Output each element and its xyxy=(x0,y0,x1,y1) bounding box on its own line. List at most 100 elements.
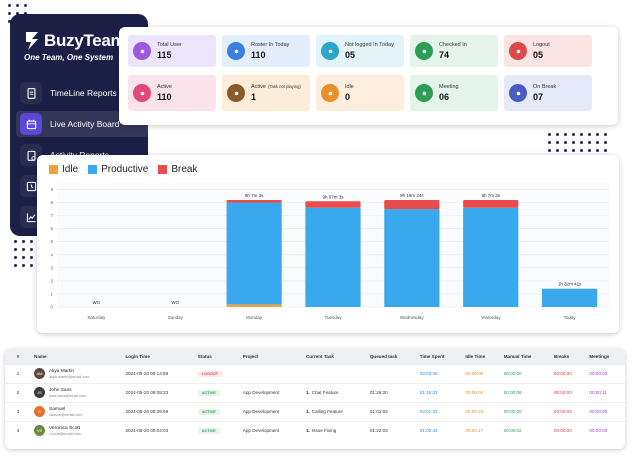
legend-item-productive[interactable]: Productive xyxy=(88,164,148,175)
employee-email: v.scott@email.com xyxy=(49,431,81,436)
decorative-dots xyxy=(548,133,607,152)
users-icon xyxy=(133,42,151,60)
employee-cell: AM Aliya Martin aliya.martin@email.com xyxy=(31,363,123,383)
bar-break-yesterday[interactable] xyxy=(463,199,519,208)
stat-sublabel: (Task not playing) xyxy=(267,83,301,89)
stat-card-text: Active 110 xyxy=(157,84,172,102)
legend-item-idle[interactable]: Idle xyxy=(49,164,78,175)
trend-chart-icon xyxy=(20,206,42,228)
legend-item-break[interactable]: Break xyxy=(158,164,198,175)
column-header[interactable]: # xyxy=(16,353,20,359)
sidebar-item-timeline-reports[interactable]: TimeLine Reports xyxy=(16,80,148,106)
column-header[interactable]: Current Task xyxy=(305,353,334,359)
bar-break-wednesday[interactable] xyxy=(384,199,440,210)
stat-card-meeting[interactable]: Meeting 06 xyxy=(410,75,498,111)
legend-swatch xyxy=(88,165,98,174)
time-spent: 03:03:30 xyxy=(416,363,463,383)
current-task[interactable]: Issue Fixing xyxy=(311,428,337,434)
bar-productive-tuesday[interactable] xyxy=(305,207,361,307)
stat-card-logout[interactable]: Logout 05 xyxy=(504,35,592,67)
stat-label: Checked In xyxy=(439,42,467,48)
bar-productive-monday[interactable] xyxy=(226,202,282,305)
stat-card-text: Idle 0 xyxy=(345,84,354,102)
stat-card-checked-in[interactable]: Checked In 74 xyxy=(410,35,498,67)
employee[interactable]: S Samuel samuel@email.com xyxy=(34,406,120,417)
document-icon xyxy=(20,82,42,104)
stat-label: Active xyxy=(157,84,172,90)
stat-value: 07 xyxy=(533,92,544,103)
employee[interactable]: AM Aliya Martin aliya.martin@email.com xyxy=(34,368,120,379)
idle-time: 00:00:17 xyxy=(462,420,501,440)
stat-label: Total User xyxy=(157,42,182,48)
active-user-icon xyxy=(133,84,151,102)
meetings-time: 00:00:00 xyxy=(586,420,625,440)
avatar: JS xyxy=(34,387,45,398)
employee[interactable]: JS John Sans john.sans@email.com xyxy=(34,387,120,398)
project: App Development xyxy=(239,382,303,402)
column-header[interactable]: Idle Time xyxy=(465,353,486,359)
status-badge: LOGOUT xyxy=(197,370,223,377)
current-task-cell: 1. Calling Feature xyxy=(302,401,367,421)
brand-tagline: One Team, One System xyxy=(24,53,114,62)
sidebar-item-trend-chart[interactable] xyxy=(16,204,148,230)
y-tick-label: 8 xyxy=(50,200,53,205)
bar-productive-today[interactable] xyxy=(541,288,598,307)
avatar: AM xyxy=(34,368,45,379)
stat-card-text: On Break 07 xyxy=(533,84,556,102)
column-header[interactable]: Time Spent xyxy=(419,353,445,359)
brand-logo[interactable]: BuzyTeam One Team, One System xyxy=(24,30,126,62)
table-row[interactable]: 2 JS John Sans john.sans@email.com 2024-05-2… xyxy=(5,382,625,402)
bar-break-monday[interactable] xyxy=(226,199,282,203)
stat-value: 115 xyxy=(157,50,172,61)
column-header[interactable]: Project xyxy=(242,353,259,359)
column-header[interactable]: Breaks xyxy=(553,353,570,359)
employee-activity-table: # Name Login Time Status Project Current Task… xyxy=(5,349,625,440)
legend-label: Idle xyxy=(62,164,79,175)
task-number: 1. xyxy=(305,390,310,395)
queued-task xyxy=(366,363,417,383)
table-row[interactable]: 3 S Samuel samuel@email.com 2024-05-20 09:39… xyxy=(5,401,625,421)
current-task[interactable]: Chat Feature xyxy=(311,390,339,395)
column-header[interactable]: Manual Time xyxy=(503,353,532,359)
breaks-time: 00:00:00 xyxy=(550,382,587,402)
x-tick-label: Sunday xyxy=(168,315,184,320)
stat-card-roster-in-today[interactable]: Roster In Today 110 xyxy=(222,35,310,67)
stat-card-idle[interactable]: Idle 0 xyxy=(316,75,404,111)
column-header[interactable]: Meetings xyxy=(589,353,610,359)
sidebar-item-label: TimeLine Reports xyxy=(50,88,117,98)
avatar: VS xyxy=(34,425,45,437)
x-tick-label: Tuesday xyxy=(324,315,342,320)
status-badge: ACTIVE xyxy=(197,427,220,434)
stat-card-active[interactable]: Active (Task not playing) 1 xyxy=(222,75,310,111)
bar-productive-yesterday[interactable] xyxy=(463,207,519,307)
stat-label: Idle xyxy=(345,84,354,90)
column-header[interactable]: Status xyxy=(197,353,212,359)
stat-value: 74 xyxy=(439,50,450,61)
current-task[interactable]: Calling Feature xyxy=(311,409,343,414)
brand-name: BuzyTeam xyxy=(44,31,126,50)
stat-card-active[interactable]: Active 110 xyxy=(128,75,216,111)
stat-label-text: Logout xyxy=(533,41,550,48)
stat-label: Meeting xyxy=(439,84,459,90)
bar-productive-wednesday[interactable] xyxy=(384,209,440,307)
column-header[interactable]: Queued task xyxy=(369,353,398,359)
sidebar-item-label: Live Activity Board xyxy=(50,119,120,129)
stat-card-on-break[interactable]: On Break 07 xyxy=(504,75,592,111)
employee-info: Samuel samuel@email.com xyxy=(49,407,82,417)
project: App Development xyxy=(239,420,303,440)
sidebar-item-clock[interactable] xyxy=(16,173,148,199)
employee[interactable]: VS Veronica Scott v.scott@email.com xyxy=(34,425,120,437)
stat-card-total-user[interactable]: Total User 115 xyxy=(128,35,216,67)
bar-idle-monday[interactable] xyxy=(226,304,282,307)
table-row[interactable]: 4 VS Veronica Scott v.scott@email.com 2024-0… xyxy=(5,420,625,440)
calendar-icon xyxy=(20,113,42,135)
employee-cell: JS John Sans john.sans@email.com xyxy=(31,382,123,402)
legend-swatch xyxy=(158,165,168,174)
stat-card-not-logged-in-today[interactable]: Not logged In Today 05 xyxy=(316,35,404,67)
column-header[interactable]: Name xyxy=(34,353,47,359)
bar-break-tuesday[interactable] xyxy=(305,201,361,208)
stat-card-text: Logout 05 xyxy=(533,42,550,60)
column-header[interactable]: Login Time xyxy=(125,353,150,359)
stat-label-text: Roster In Today xyxy=(251,41,290,48)
table-row[interactable]: 1 AM Aliya Martin aliya.martin@email.com 202… xyxy=(5,363,625,383)
